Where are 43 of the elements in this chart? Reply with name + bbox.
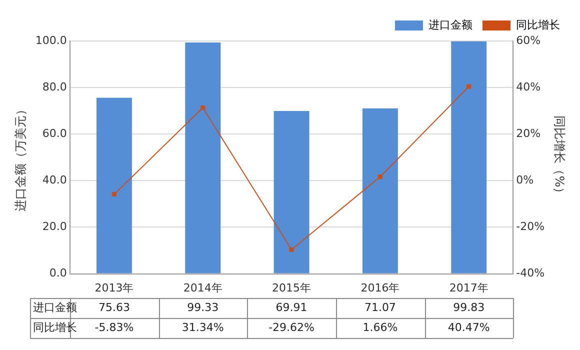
data-label: 99.33 [187,300,219,314]
y-tick-label: 20.0 [42,220,67,234]
legend-label: 进口金额 [428,18,472,32]
data-label: 71.07 [364,300,396,314]
point [466,84,472,89]
y-tick-label: 80.0 [42,80,67,94]
y2-tick-label: 60% [516,34,541,47]
bar [96,98,132,274]
y-axis-title: 进口金额（万美元） [13,103,28,212]
y-tick-label: 0.0 [49,266,67,280]
data-label: -5.83% [94,320,134,334]
point [378,174,382,180]
data-label: 99.83 [453,300,485,314]
bar [185,42,221,274]
x-tick-label: 2013年 [94,281,134,294]
x-tick-label: 2017年 [449,281,488,294]
data-label: 69.91 [276,300,308,314]
bar [274,111,310,274]
bar [362,108,398,274]
text: 同比增长 [33,320,77,334]
y2-axis-title: 同比增长（%） [552,116,567,200]
data-label: 31.34% [182,320,224,334]
y-tick-label: 40.0 [42,174,67,187]
x-tick-label: 2016年 [360,281,400,294]
point [289,247,294,252]
x-tick-label: 2014年 [183,281,222,294]
y2-tick-label: -20% [516,220,545,234]
y-tick-label: 60.0 [42,126,67,140]
data-label: 40.47% [448,320,490,334]
y-tick-label: 100.0 [35,34,67,47]
y2-tick-label: 0% [516,174,534,187]
point [112,192,116,197]
data-label: 75.63 [98,300,130,314]
y2-tick-label: 40% [516,80,541,94]
y2-tick-label: 20% [516,126,541,140]
bar [451,41,487,274]
point [200,105,206,110]
legend-label: 同比增长 [516,18,560,32]
data-label: -29.62% [268,320,314,334]
data-label: 1.66% [362,320,398,334]
x-tick-label: 2015年 [272,281,312,294]
text: 进口金额 [33,300,77,314]
y2-tick-label: -40% [516,266,545,280]
